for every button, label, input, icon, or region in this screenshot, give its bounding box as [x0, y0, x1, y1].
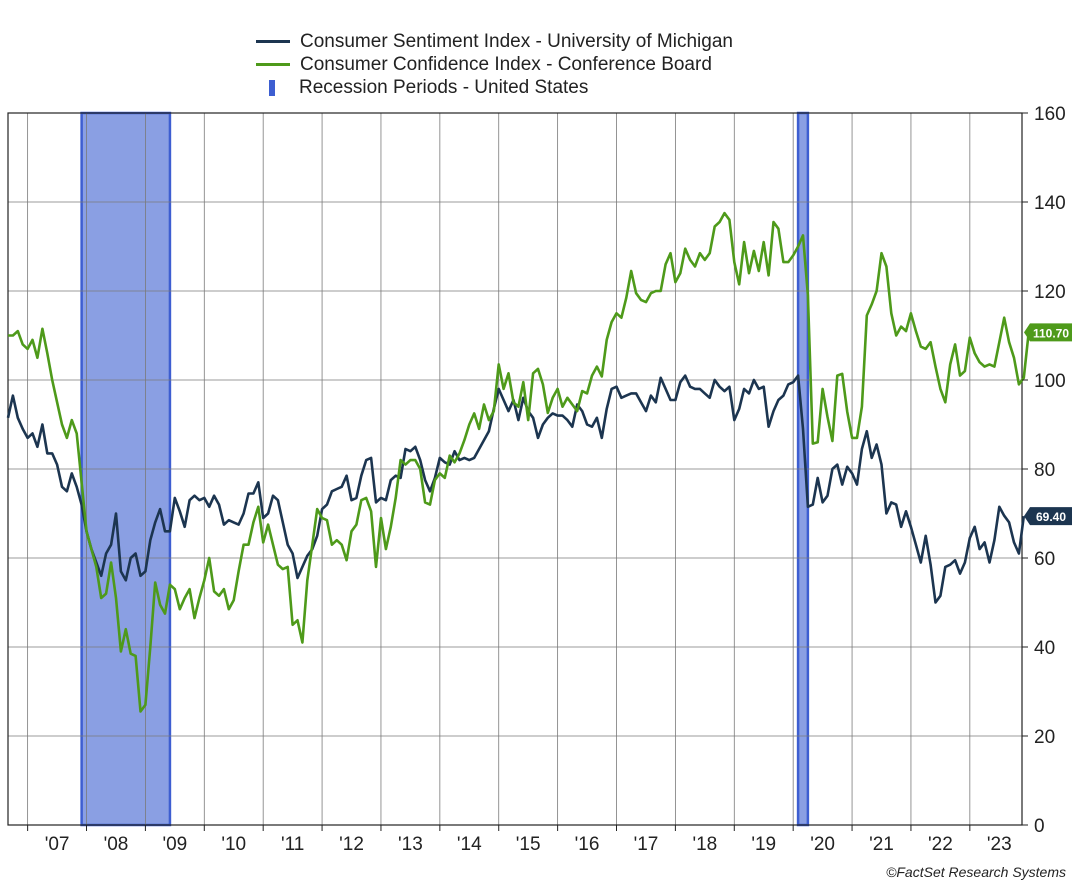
x-tick-label-2022: '22 — [928, 834, 953, 855]
end-label-bg-conference — [1024, 323, 1072, 342]
legend-swatch-conference — [256, 63, 290, 66]
end-value-labels: 69.40 110.70 — [1024, 323, 1072, 526]
y-tick-label-140: 140 — [1034, 193, 1066, 214]
x-tick-label-2018: '18 — [692, 834, 717, 855]
legend-label-michigan: Consumer Sentiment Index - University of… — [300, 30, 733, 52]
y-tick-label-0: 0 — [1034, 816, 1045, 837]
x-tick-label-2017: '17 — [634, 834, 659, 855]
legend-swatch-michigan — [256, 40, 290, 43]
y-tick-label-60: 60 — [1034, 549, 1055, 570]
y-tick-label-100: 100 — [1034, 371, 1066, 392]
source-credit: ©FactSet Research Systems — [886, 864, 1066, 880]
x-tick-label-2010: '10 — [221, 834, 246, 855]
x-tick-label-2014: '14 — [457, 834, 482, 855]
x-tick-label-2007: '07 — [45, 834, 70, 855]
y-tick-label-40: 40 — [1034, 638, 1055, 659]
series-line-michigan — [6, 374, 1026, 604]
y-tick-label-20: 20 — [1034, 727, 1055, 748]
series-lines — [6, 211, 1030, 713]
x-tick-label-2012: '12 — [339, 834, 364, 855]
legend-item-recession: Recession Periods - United States — [256, 76, 733, 99]
end-label-bg-michigan — [1024, 507, 1072, 526]
legend-label-recession: Recession Periods - United States — [299, 76, 589, 98]
x-tick-label-2009: '09 — [162, 834, 187, 855]
y-axis-ticks: 0 20 40 60 80 100 120 140 160 — [1022, 104, 1066, 837]
x-axis-ticks: '07 '08 '09 '10 '11 '12 '13 '14 '15 '16 '17 '18 '19 '… — [27, 825, 1012, 855]
end-label-michigan: 69.40 — [1036, 510, 1066, 524]
x-tick-label-2019: '19 — [751, 834, 776, 855]
legend: Consumer Sentiment Index - University of… — [256, 30, 733, 99]
x-tick-label-2015: '15 — [516, 834, 541, 855]
grid — [8, 113, 1022, 825]
x-tick-label-2008: '08 — [104, 834, 129, 855]
y-tick-label-80: 80 — [1034, 460, 1055, 481]
series-line-conference — [8, 211, 1030, 713]
x-tick-label-2020: '20 — [810, 834, 835, 855]
x-tick-label-2011: '11 — [281, 834, 304, 855]
legend-label-conference: Consumer Confidence Index - Conference B… — [300, 53, 712, 75]
end-label-conference: 110.70 — [1033, 326, 1069, 340]
y-tick-label-160: 160 — [1034, 104, 1066, 125]
x-tick-label-2016: '16 — [575, 834, 600, 855]
y-tick-label-120: 120 — [1034, 282, 1066, 303]
x-tick-label-2013: '13 — [398, 834, 423, 855]
legend-item-conference: Consumer Confidence Index - Conference B… — [256, 53, 733, 76]
x-tick-label-2021: '21 — [869, 834, 894, 855]
legend-item-michigan: Consumer Sentiment Index - University of… — [256, 30, 733, 53]
x-tick-label-2023: '23 — [987, 834, 1012, 855]
legend-swatch-recession — [269, 79, 275, 96]
